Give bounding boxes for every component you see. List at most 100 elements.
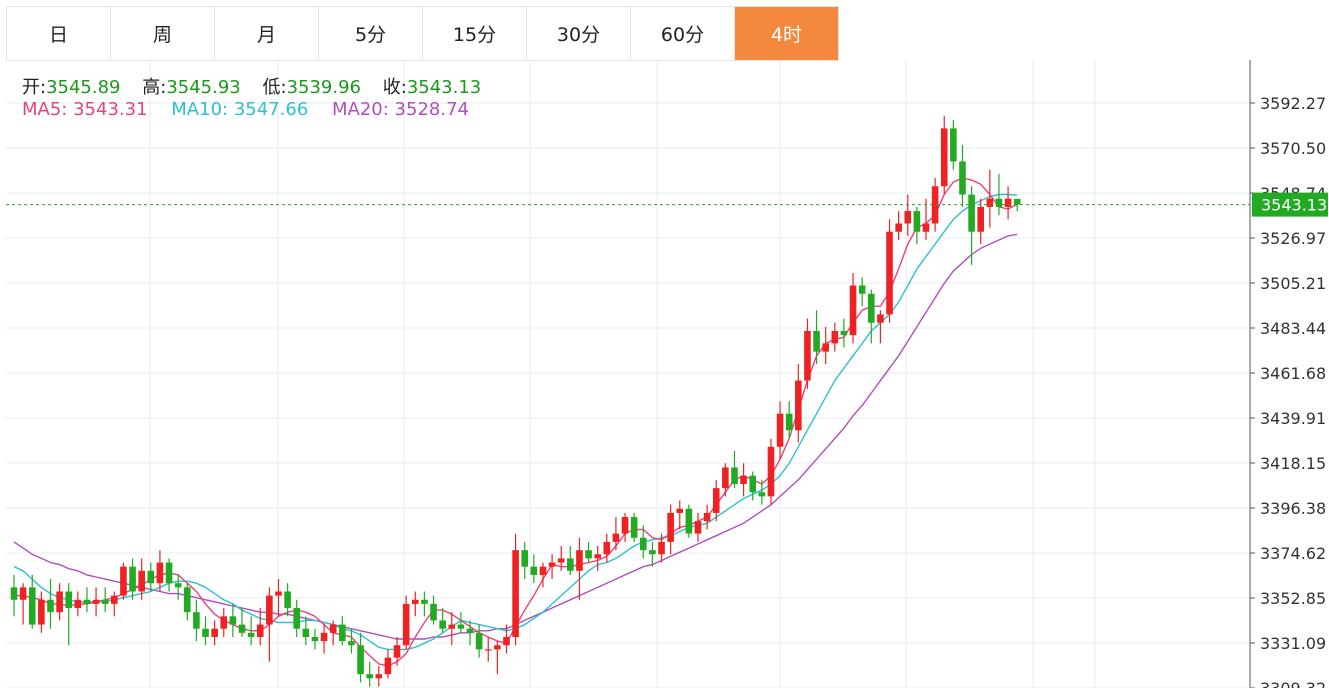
candle bbox=[621, 512, 629, 542]
candle bbox=[430, 595, 437, 625]
candle bbox=[174, 574, 182, 600]
candle-body bbox=[38, 599, 45, 625]
tab-30min[interactable]: 30分 bbox=[527, 7, 631, 60]
candle-body bbox=[348, 641, 355, 646]
candle-body bbox=[594, 554, 601, 559]
candle bbox=[111, 591, 118, 617]
candle-body bbox=[722, 467, 729, 489]
candle-body bbox=[28, 587, 36, 625]
tab-15min[interactable]: 15分 bbox=[423, 7, 527, 60]
candle-body bbox=[676, 508, 684, 513]
candle bbox=[913, 206, 921, 245]
candle-body bbox=[576, 550, 583, 571]
period-tabs: 日 周 月 5分 15分 30分 60分 4时 bbox=[6, 6, 839, 61]
tab-week[interactable]: 周 bbox=[111, 7, 215, 60]
candle bbox=[320, 624, 328, 654]
candle bbox=[977, 198, 985, 245]
candle bbox=[19, 583, 27, 625]
candle bbox=[567, 546, 574, 575]
ma-readout: MA5: 3543.31 MA10: 3547.66 MA20: 3528.74 bbox=[22, 99, 469, 120]
candle bbox=[904, 194, 912, 236]
tab-5min[interactable]: 5分 bbox=[319, 7, 423, 60]
candle bbox=[220, 608, 228, 637]
y-tick-label: 3570.50 bbox=[1260, 139, 1326, 158]
candle-body bbox=[183, 587, 191, 613]
candle bbox=[384, 649, 392, 679]
candle-body bbox=[475, 632, 483, 650]
candle bbox=[238, 608, 246, 637]
candle-body bbox=[247, 632, 255, 637]
candle-body bbox=[74, 599, 82, 609]
candle-body bbox=[694, 521, 702, 534]
candle-body bbox=[430, 603, 437, 621]
candle-body bbox=[10, 587, 18, 600]
candle bbox=[895, 211, 902, 241]
candle bbox=[28, 574, 36, 629]
candle-body bbox=[849, 285, 857, 336]
last-price-marker: 3543.13 bbox=[6, 192, 1328, 217]
candle-body bbox=[411, 599, 419, 604]
candle-body bbox=[895, 223, 902, 232]
candle-body bbox=[238, 624, 246, 633]
ma10-label: MA10: bbox=[171, 99, 229, 120]
candle-body bbox=[877, 314, 884, 323]
candle-body bbox=[986, 198, 994, 207]
candle-body bbox=[767, 446, 775, 497]
y-tick-label: 3526.97 bbox=[1260, 229, 1326, 248]
tab-60min[interactable]: 60分 bbox=[631, 7, 735, 60]
tab-4hour[interactable]: 4时 bbox=[735, 7, 839, 60]
candle-body bbox=[229, 616, 237, 625]
low-value: 3539.96 bbox=[286, 77, 362, 98]
tab-month[interactable]: 月 bbox=[215, 7, 319, 60]
candle-body bbox=[512, 550, 519, 637]
candle bbox=[120, 562, 127, 600]
candle bbox=[667, 504, 674, 555]
candle-body bbox=[375, 674, 383, 679]
candle-body bbox=[174, 583, 182, 588]
candle-body bbox=[557, 558, 565, 563]
candle bbox=[886, 219, 893, 323]
close-label: 收: bbox=[382, 77, 407, 98]
candle-body bbox=[612, 533, 620, 542]
candle-body bbox=[211, 628, 218, 637]
candle bbox=[247, 616, 255, 646]
candle bbox=[804, 318, 811, 389]
candle-body bbox=[995, 198, 1003, 207]
candle-body bbox=[101, 599, 109, 604]
tab-day[interactable]: 日 bbox=[7, 7, 111, 60]
last-price-label: 3543.13 bbox=[1261, 196, 1327, 215]
ohlc-readout: 开:3545.89 高:3545.93 低:3539.96 收:3543.13 bbox=[22, 73, 497, 99]
candle-body bbox=[639, 537, 647, 551]
candle-body bbox=[439, 620, 446, 629]
candle-body bbox=[65, 591, 73, 609]
ma5-label: MA5: bbox=[22, 99, 68, 120]
candle-body bbox=[138, 570, 145, 592]
candle bbox=[849, 273, 857, 344]
candle bbox=[275, 579, 282, 617]
candle bbox=[639, 525, 647, 559]
candle bbox=[576, 537, 583, 600]
candle-body bbox=[147, 570, 155, 584]
candle bbox=[813, 310, 820, 365]
y-tick-label: 3418.15 bbox=[1260, 454, 1326, 473]
candle bbox=[92, 587, 100, 617]
candle bbox=[731, 450, 738, 489]
candle-body bbox=[193, 612, 200, 629]
candle bbox=[676, 500, 684, 530]
candle bbox=[402, 595, 410, 650]
candle-body bbox=[567, 558, 574, 571]
candle-body bbox=[111, 595, 118, 604]
ma10-value: 3547.66 bbox=[233, 99, 309, 120]
candle-body bbox=[886, 231, 893, 315]
candle bbox=[266, 587, 273, 662]
candle bbox=[968, 186, 975, 265]
candle bbox=[74, 591, 82, 617]
candle-body bbox=[47, 599, 54, 613]
candle bbox=[165, 558, 173, 592]
candle-body bbox=[320, 632, 328, 642]
candle-body bbox=[913, 211, 921, 232]
ma20-readout: MA20: 3528.74 bbox=[332, 99, 469, 120]
candle bbox=[1004, 186, 1012, 220]
candle-body bbox=[92, 599, 100, 604]
